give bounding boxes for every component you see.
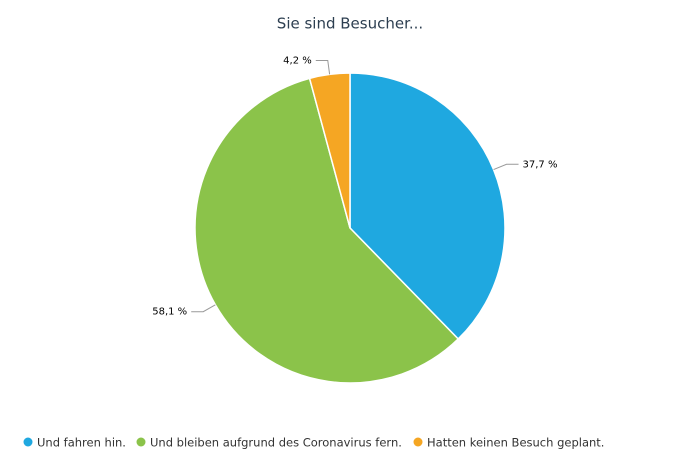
legend-marker (23, 437, 33, 447)
pie-slice (308, 72, 351, 229)
legend-marker (413, 437, 423, 447)
leader-line (191, 304, 216, 313)
leader-line (315, 59, 331, 75)
data-label: 37,7 % (523, 159, 558, 170)
data-label: 58,1 % (152, 307, 187, 318)
pie-slice (194, 77, 460, 384)
legend-marker (136, 437, 146, 447)
chart-title: Sie sind Besucher... (277, 15, 423, 33)
data-label: 4,2 % (283, 55, 312, 66)
legend-label: Hatten keinen Besuch geplant. (427, 436, 604, 450)
legend-label: Und fahren hin. (37, 436, 126, 450)
leader-line (493, 163, 519, 171)
legend-label: Und bleiben aufgrund des Coronavirus fer… (150, 436, 402, 450)
